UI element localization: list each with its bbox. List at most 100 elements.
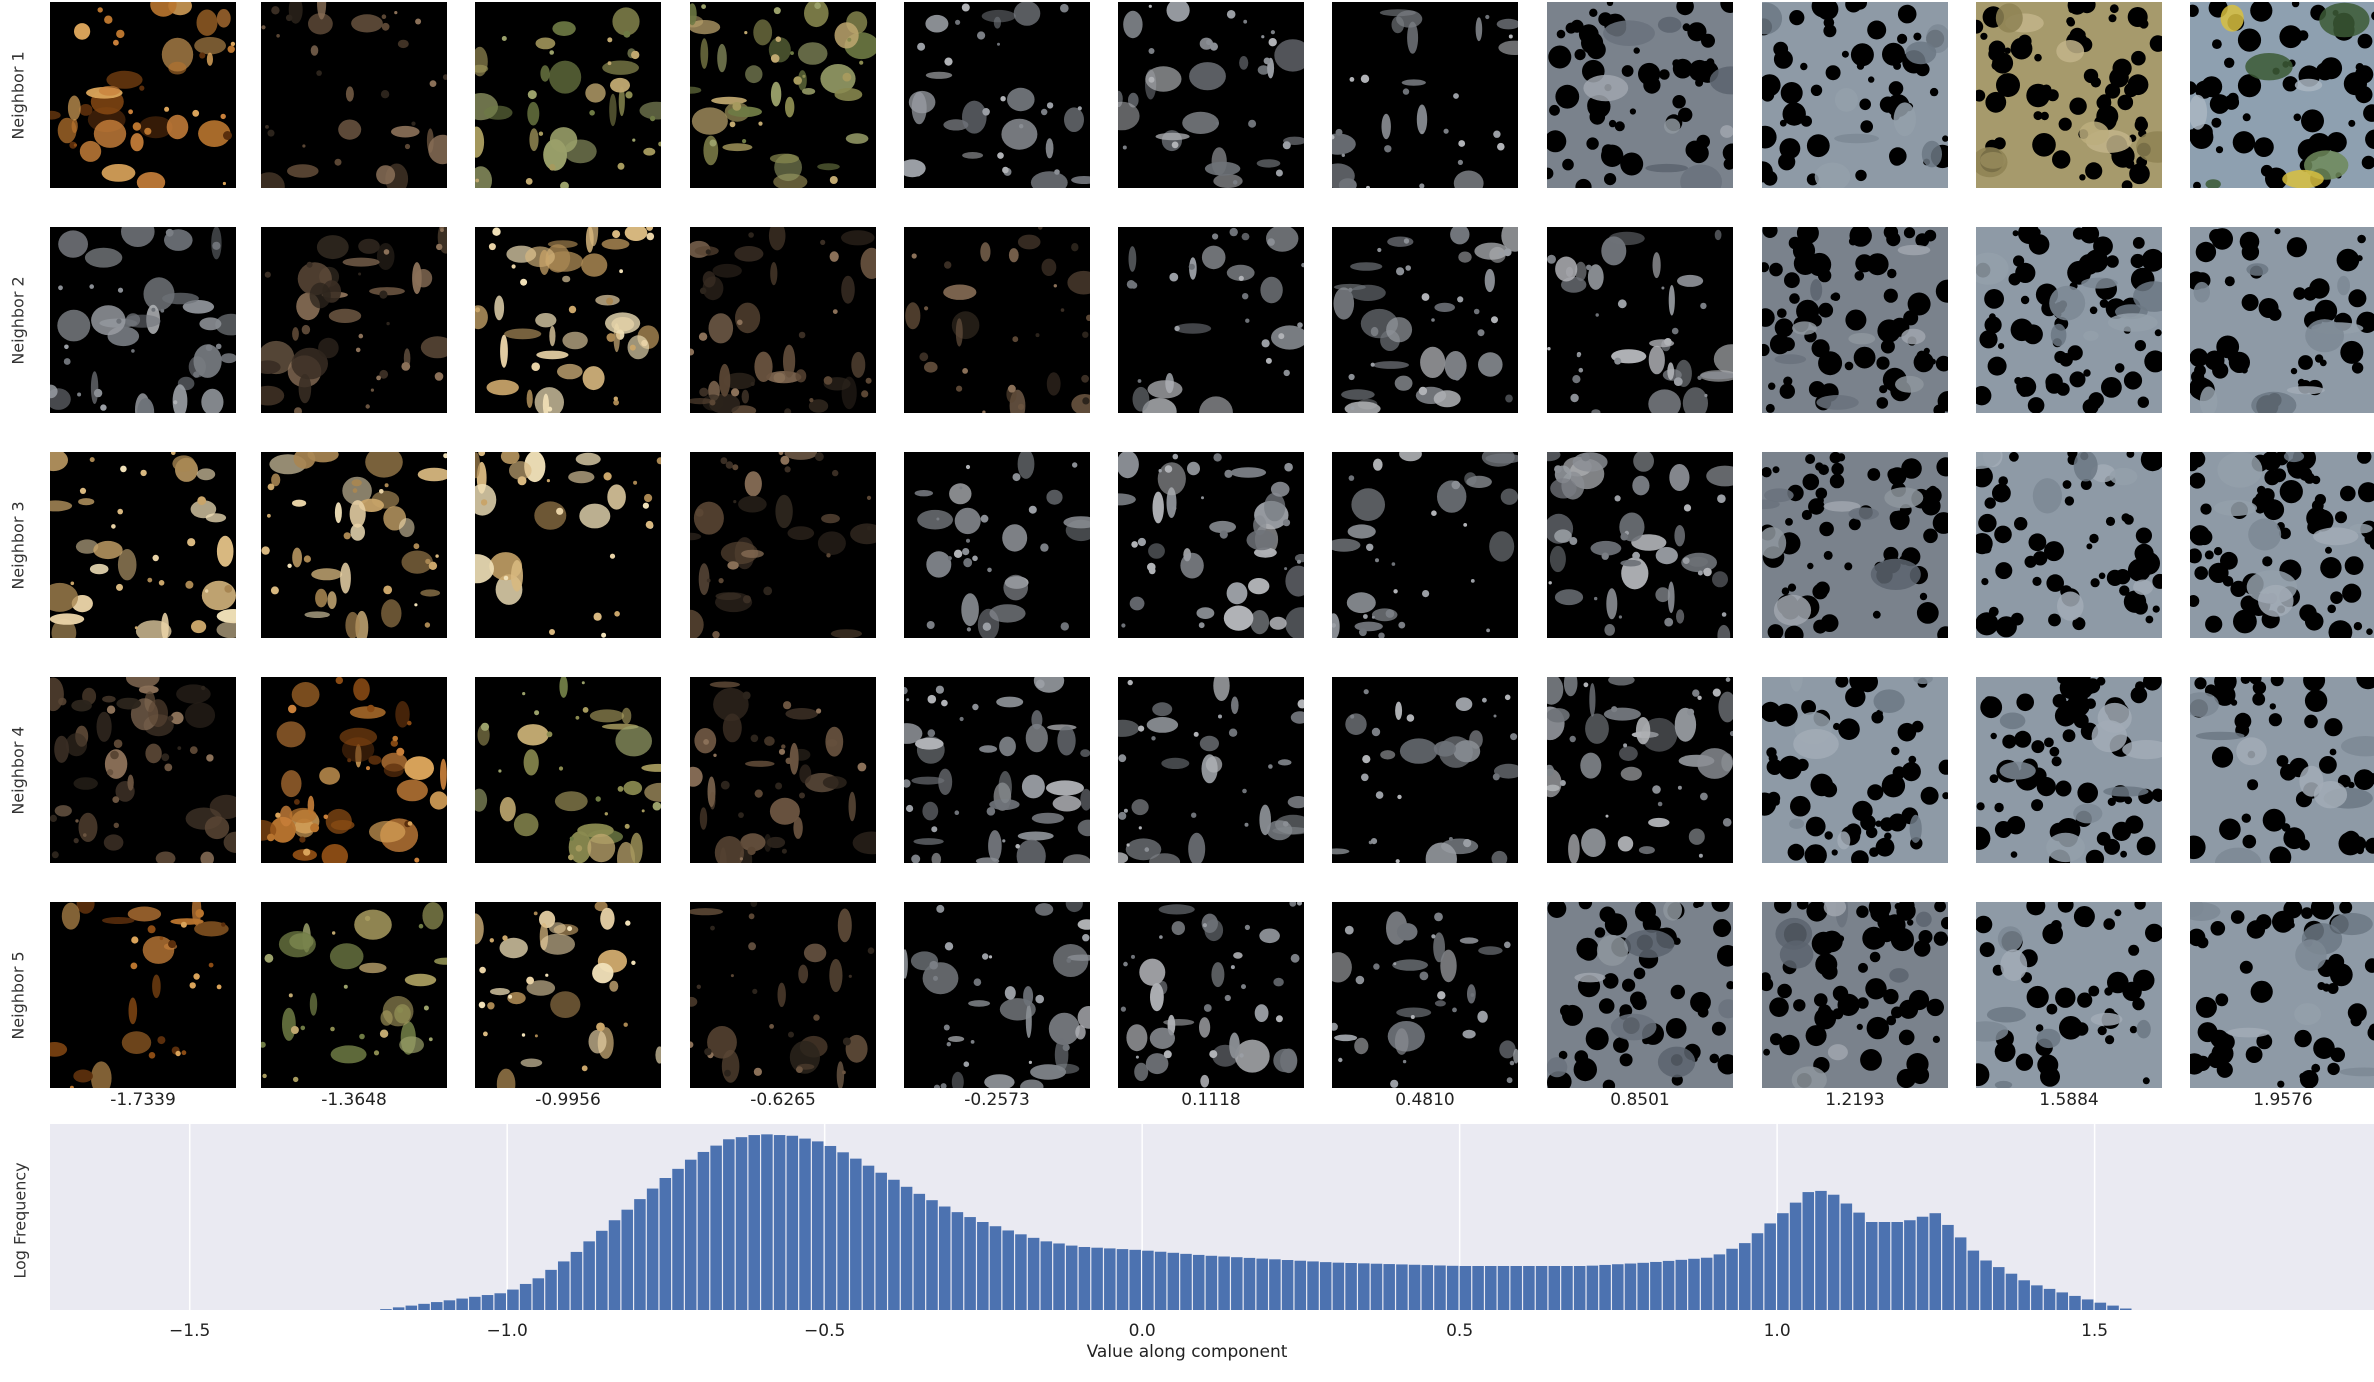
histogram-bar (1154, 1251, 1167, 1310)
histogram-bar (875, 1172, 887, 1310)
neighbor-tile (904, 902, 1090, 1088)
neighbor-tile (690, 2, 876, 188)
histogram-bar (926, 1200, 938, 1310)
histogram-bar (1688, 1258, 1700, 1310)
histogram-x-tick-label: 0.0 (1129, 1321, 1156, 1341)
histogram-bar (1345, 1263, 1357, 1310)
histogram-bar (1916, 1216, 1929, 1310)
row-label-2: Neighbor 2 (8, 275, 28, 365)
histogram-bar (1243, 1257, 1256, 1310)
histogram-bar (1091, 1247, 1103, 1310)
histogram-bar (951, 1212, 964, 1310)
neighbor-tile (1976, 677, 2162, 863)
histogram-bar (1383, 1264, 1395, 1310)
histogram-bar (1891, 1222, 1903, 1310)
neighbor-tile (261, 452, 447, 638)
neighbor-tile (475, 902, 661, 1088)
histogram-bar (684, 1159, 697, 1310)
histogram-bar (1116, 1249, 1129, 1310)
neighbor-tile (690, 902, 876, 1088)
histogram-bar (456, 1298, 468, 1310)
column-value-10: 1.5884 (2039, 1090, 2099, 1110)
histogram-bar (1853, 1212, 1865, 1310)
neighbor-tile (904, 2, 1090, 188)
neighbor-tile (1762, 452, 1948, 638)
histogram-bar (621, 1209, 633, 1310)
neighbor-tile (1547, 2, 1733, 188)
histogram-bar (380, 1309, 392, 1310)
histogram-bar (799, 1138, 811, 1310)
histogram-bar (1192, 1254, 1205, 1310)
neighbor-tile (2190, 677, 2374, 863)
neighbor-tile (475, 2, 661, 188)
neighbor-tile (50, 902, 236, 1088)
neighbor-tile (50, 677, 236, 863)
histogram-bar (735, 1137, 748, 1310)
row-label-3: Neighbor 3 (8, 500, 28, 590)
histogram-bar (1586, 1265, 1599, 1310)
row-label-1: Neighbor 1 (8, 50, 28, 140)
histogram-bar (1929, 1213, 1942, 1310)
histogram-bar (1548, 1266, 1561, 1310)
histogram-bar (1053, 1243, 1065, 1310)
histogram-bar (1700, 1257, 1713, 1310)
histogram-bar (1231, 1257, 1243, 1310)
histogram-bar (1942, 1224, 1954, 1310)
histogram-bar (913, 1193, 926, 1310)
neighbor-tile (1976, 227, 2162, 413)
histogram-bar (557, 1261, 570, 1310)
histogram-bar (964, 1217, 976, 1310)
neighbor-tile (1762, 227, 1948, 413)
histogram-bar (1726, 1248, 1738, 1310)
neighbor-tile (1118, 452, 1304, 638)
histogram-bar (1472, 1266, 1484, 1310)
histogram-x-axis-label: Value along component (1086, 1342, 1288, 1362)
histogram-bar (761, 1134, 773, 1310)
neighbor-tile (1976, 902, 2162, 1088)
column-value-8: 0.8501 (1610, 1090, 1670, 1110)
neighbor-tile (1118, 227, 1304, 413)
histogram-bar (1777, 1213, 1789, 1310)
histogram-bar (1662, 1260, 1675, 1310)
histogram-bar (1040, 1241, 1053, 1310)
histogram-chart: −1.5 −1.0 −0.5 0.0 0.5 1.0 1.5 (50, 1124, 2374, 1341)
histogram-bar (900, 1186, 913, 1310)
neighbor-tile (50, 2, 236, 188)
histogram-bar (1535, 1266, 1548, 1310)
histogram-bar (1319, 1262, 1332, 1310)
neighbor-tile (50, 452, 236, 638)
neighbor-tile (690, 452, 876, 638)
histogram-bar (1523, 1266, 1535, 1310)
neighbor-tile (2190, 2, 2374, 188)
neighbor-tile (1332, 227, 1518, 413)
neighbor-tile (475, 227, 661, 413)
neighbor-tile (1118, 902, 1304, 1088)
histogram-bar (1739, 1243, 1751, 1310)
histogram-bar (1078, 1246, 1091, 1310)
histogram-bar (1954, 1237, 1967, 1310)
histogram-x-tick-label: 0.5 (1446, 1321, 1473, 1341)
histogram-bar (888, 1179, 900, 1310)
histogram-bar (2069, 1295, 2081, 1310)
histogram-bar (1764, 1223, 1776, 1310)
column-value-5: -0.2573 (964, 1090, 1030, 1110)
histogram-bar (519, 1283, 532, 1310)
neighbor-tile (1547, 902, 1733, 1088)
histogram-x-tick-label: 1.5 (2081, 1321, 2108, 1341)
histogram-bar (494, 1293, 506, 1310)
neighbor-tile (690, 677, 876, 863)
histogram-bar (1980, 1260, 1992, 1310)
histogram-bar (1510, 1266, 1522, 1310)
histogram-bar (608, 1220, 621, 1310)
histogram-bar (1993, 1267, 2005, 1310)
histogram-bar (1015, 1234, 1027, 1310)
histogram-bar (1497, 1266, 1510, 1310)
histogram-bar (1142, 1250, 1154, 1310)
neighbor-tile (1762, 2, 1948, 188)
neighbor-tile (1118, 2, 1304, 188)
histogram-bar (977, 1222, 989, 1310)
neighbor-tile (1118, 677, 1304, 863)
histogram-bar (1650, 1261, 1662, 1310)
histogram-x-tick-label: −0.5 (804, 1321, 845, 1341)
histogram-bar (1205, 1255, 1218, 1310)
